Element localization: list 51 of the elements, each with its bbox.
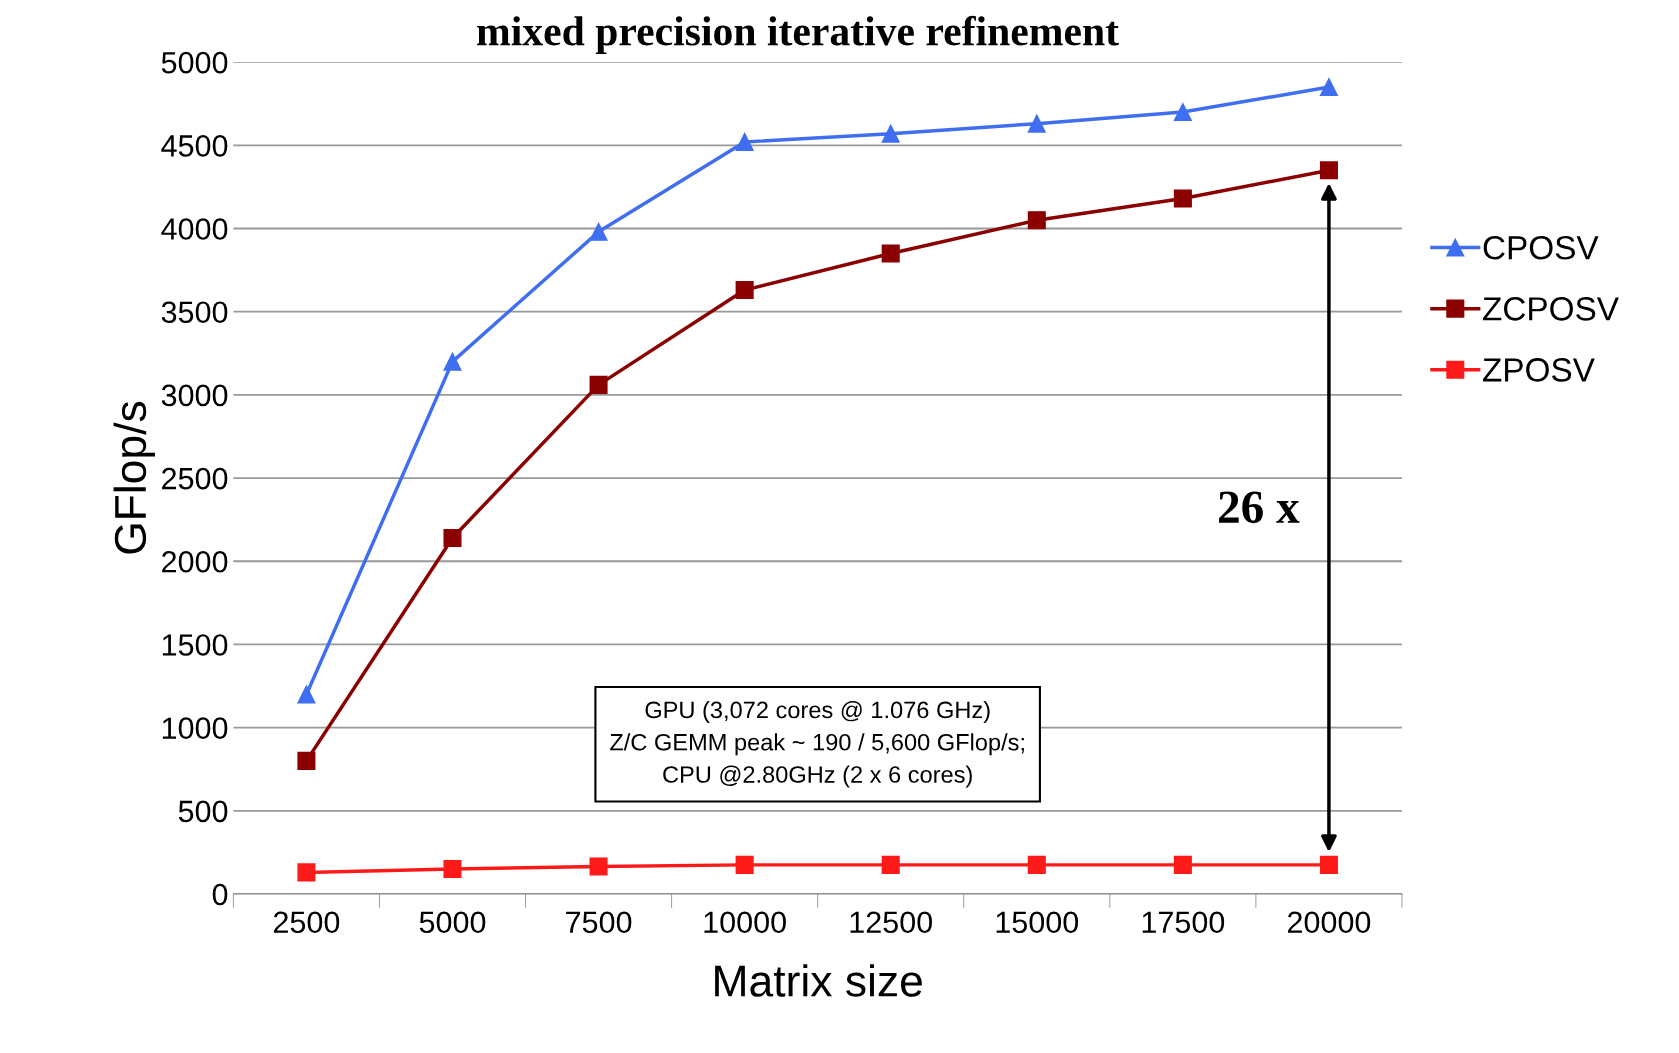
point xyxy=(735,132,754,152)
point xyxy=(1173,855,1192,874)
x-axis-title: Matrix size xyxy=(715,964,922,997)
point xyxy=(297,751,316,770)
point xyxy=(1319,161,1338,180)
annotation: GPU (3,072 cores @ 1.076 GHz) Z/C GEMM peak ~ 190 / 5,600 GFlop/s; CPU @2.80GHz (2 x 6 cores) xyxy=(610,700,1024,788)
point xyxy=(589,375,608,394)
point xyxy=(881,855,900,874)
x-tick-label: 20000 xyxy=(1287,911,1371,934)
point xyxy=(1027,855,1046,874)
chart-title: mixed precision iterative refinement xyxy=(477,15,1119,54)
y-tick-label: 4000 xyxy=(161,218,228,240)
x-tick-label: 17500 xyxy=(1142,911,1225,934)
legend-label: ZCPOSV xyxy=(1483,297,1619,321)
x-tick-label: 10000 xyxy=(704,911,786,934)
point xyxy=(297,685,316,704)
point xyxy=(443,528,462,547)
y-tick-label: 3000 xyxy=(161,384,228,407)
point xyxy=(1319,855,1338,874)
y-tick-label: 3500 xyxy=(161,301,228,324)
y-tick-label: 2500 xyxy=(162,467,228,490)
legend-label: ZPOSV xyxy=(1483,358,1595,382)
y-tick-label: 500 xyxy=(178,800,228,823)
y-tick-label: 1500 xyxy=(162,634,228,656)
point xyxy=(443,860,462,879)
point xyxy=(1027,211,1046,230)
point xyxy=(881,124,900,143)
x-tick-label: 2500 xyxy=(273,911,340,934)
point xyxy=(1173,189,1192,208)
point xyxy=(1319,78,1338,97)
point xyxy=(735,855,754,874)
x-tick-label: 12500 xyxy=(850,911,932,934)
y-tick-label: 5000 xyxy=(161,51,228,74)
y-tick-label: 1000 xyxy=(162,717,228,739)
x-tick-label: 7500 xyxy=(566,911,632,934)
point xyxy=(589,222,608,241)
point xyxy=(443,352,462,371)
point xyxy=(1173,103,1192,122)
y-axis-title: GFlop/s xyxy=(113,401,155,554)
y-tick-label: 2000 xyxy=(162,550,228,573)
point xyxy=(297,863,316,882)
point xyxy=(1027,114,1046,133)
x-tick-label: 15000 xyxy=(996,911,1079,934)
y-tick-label: 0 xyxy=(212,883,228,906)
legend-label: CPOSV xyxy=(1483,235,1599,260)
y-tick-label: 4500 xyxy=(161,135,228,157)
annotation: 26 x xyxy=(1219,491,1300,524)
point xyxy=(735,281,754,300)
point xyxy=(589,857,608,876)
point xyxy=(881,244,900,263)
x-tick-label: 5000 xyxy=(419,911,486,934)
